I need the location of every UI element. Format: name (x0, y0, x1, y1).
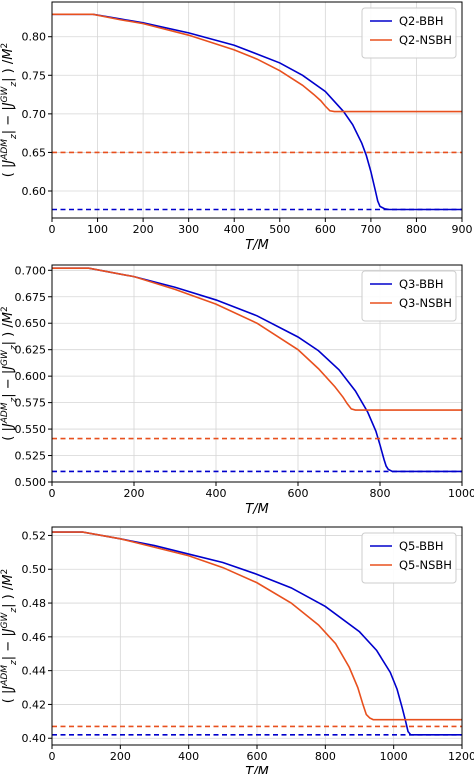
y-tick-label: 0.40 (22, 732, 47, 745)
y-tick-label: 0.60 (22, 185, 47, 198)
y-tick-label: 0.50 (22, 563, 47, 576)
x-tick-label: 1000 (380, 750, 408, 763)
x-tick-label: 800 (406, 223, 427, 236)
x-tick-label: 200 (133, 223, 154, 236)
legend: Q5-BBH Q5-NSBH (361, 532, 457, 584)
x-tick-label: 1000 (448, 487, 474, 500)
y-tick-label: 0.42 (22, 698, 47, 711)
y-tick-label: 0.52 (22, 529, 47, 542)
x-axis-title: T/M (245, 238, 269, 253)
x-tick-label: 700 (360, 223, 381, 236)
legend-label: Q2-NSBH (399, 33, 452, 47)
y-tick-label: 0.44 (22, 665, 47, 678)
legend-label: Q3-BBH (399, 277, 444, 291)
y-tick-label: 0.65 (22, 146, 47, 159)
x-tick-label: 800 (315, 750, 336, 763)
series-line-q3-bbh (52, 267, 462, 473)
y-tick-label: 0.650 (15, 317, 47, 330)
x-tick-label: 400 (206, 487, 227, 500)
x-axis-title: T/M (245, 502, 269, 517)
x-tick-label: 600 (247, 750, 268, 763)
y-tick-label: 0.70 (22, 108, 47, 121)
x-tick-label: 0 (49, 750, 56, 763)
legend-label: Q2-BBH (399, 14, 444, 28)
y-axis-title: ( |JADMz| − |JGWz| ) /M2 (0, 306, 19, 440)
chart-panel-3: 0 200 400 600 800 1000 1200 0.40 0.42 0.44 0.46 0.4… (0, 526, 474, 774)
x-tick-label: 900 (452, 223, 473, 236)
y-tick-label: 0.625 (15, 344, 47, 357)
y-tick-label: 0.600 (15, 370, 47, 383)
y-tick-label: 0.80 (22, 31, 47, 44)
y-tick-label: 0.700 (15, 264, 47, 277)
x-tick-label: 600 (288, 487, 309, 500)
y-tick-label: 0.575 (15, 397, 47, 410)
legend-label: Q3-NSBH (399, 296, 452, 310)
series-line-q3-nsbh (52, 267, 462, 411)
x-tick-label: 400 (224, 223, 245, 236)
y-tick-label: 0.550 (15, 423, 47, 436)
x-tick-label: 600 (315, 223, 336, 236)
y-tick-label: 0.46 (22, 631, 47, 644)
x-axis-title: T/M (245, 765, 269, 774)
x-tick-label: 300 (178, 223, 199, 236)
x-tick-label: 0 (49, 223, 56, 236)
x-tick-label: 400 (178, 750, 199, 763)
y-tick-label: 0.75 (22, 69, 47, 82)
x-tick-label: 1200 (448, 750, 474, 763)
chart-panel-1: 0 100 200 300 400 500 600 700 800 900 0.60 0.65 0.70… (0, 1, 473, 253)
series-line-q5-nsbh (52, 531, 462, 721)
x-tick-label: 800 (370, 487, 391, 500)
plot-frame (51, 264, 463, 483)
x-tick-label: 0 (49, 487, 56, 500)
y-tick-label: 0.48 (22, 597, 47, 610)
x-tick-label: 500 (269, 223, 290, 236)
y-axis-title: ( |JADMz| − |JGWz| ) /M2 (0, 43, 19, 177)
legend-label: Q5-BBH (399, 539, 444, 553)
x-tick-label: 100 (87, 223, 108, 236)
x-tick-label: 200 (110, 750, 131, 763)
y-axis-title: ( |JADMz| − |JGWz| ) /M2 (0, 569, 19, 703)
legend-label: Q5-NSBH (399, 558, 452, 572)
legend: Q3-BBH Q3-NSBH (361, 270, 457, 322)
y-tick-label: 0.675 (15, 291, 47, 304)
y-tick-label: 0.500 (15, 476, 47, 489)
legend: Q2-BBH Q2-NSBH (361, 7, 457, 59)
series-line-q2-nsbh (52, 13, 462, 113)
x-tick-label: 200 (124, 487, 145, 500)
chart-panel-2: 0 200 400 600 800 1000 0.500 0.525 0.550 0.575 0.6… (0, 264, 474, 517)
plot-frame (51, 1, 463, 219)
y-tick-label: 0.525 (15, 450, 47, 463)
